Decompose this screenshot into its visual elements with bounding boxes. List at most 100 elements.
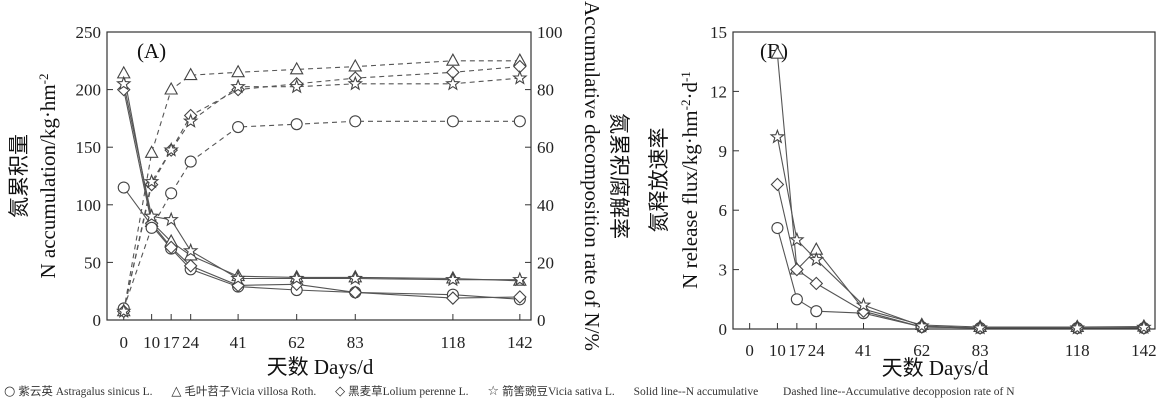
x-tick-label: 142 bbox=[507, 333, 533, 352]
legend-item-diamond: ◇ 黑麦草Lolium perenne L. bbox=[335, 383, 476, 399]
diamond-marker bbox=[809, 276, 824, 291]
panel-a-ticks: 0 50 100 150 200 250 0 20 40 60 80 100 0 10 17 24 41 62 83… bbox=[76, 23, 563, 352]
y-tick-label-right: 40 bbox=[537, 196, 554, 215]
y-tick-label-right: 80 bbox=[537, 81, 554, 100]
y-tick-label-left: 250 bbox=[76, 23, 102, 42]
star-marker bbox=[512, 69, 528, 85]
diamond-marker bbox=[164, 240, 178, 255]
legend-item-circle: ○ 紫云英 Astragalus sinicus L. bbox=[4, 383, 161, 399]
circle-marker bbox=[117, 181, 130, 194]
triangle-marker bbox=[144, 145, 159, 158]
star-marker bbox=[808, 251, 825, 267]
triangle-marker bbox=[348, 58, 363, 72]
legend-item-label: 箭筈豌豆Vicia sativa L. bbox=[502, 386, 615, 398]
figure: (A) 天数 Days/d 氮累积量 N accumulation/kg·hm-… bbox=[7, 1, 1157, 380]
star-marker bbox=[445, 271, 461, 287]
y-tick-label: 9 bbox=[719, 142, 728, 161]
y-tick-label-left: 0 bbox=[93, 311, 102, 330]
circle-marker bbox=[810, 305, 823, 318]
star-marker bbox=[230, 270, 246, 286]
legend-solid-note: Solid line--N accumulative bbox=[633, 386, 759, 398]
circle-marker bbox=[184, 155, 197, 168]
x-tick-label: 142 bbox=[1131, 341, 1157, 360]
x-tick-label: 24 bbox=[182, 333, 200, 352]
star-marker bbox=[116, 303, 132, 318]
release-line-triangle bbox=[776, 53, 1144, 328]
legend-item-label: 黑麦草Lolium perenne L. bbox=[348, 386, 469, 398]
circle-marker bbox=[790, 293, 803, 306]
diamond-marker bbox=[446, 291, 460, 305]
release-line-circle bbox=[776, 227, 1144, 329]
legend-dashed-note: Dashed line--Accumulative decopposion ra… bbox=[783, 386, 1015, 398]
x-tick-label: 17 bbox=[163, 333, 181, 352]
x-tick-label: 118 bbox=[440, 333, 465, 352]
decomposition-line-circle bbox=[123, 120, 520, 309]
diamond-marker bbox=[183, 259, 198, 273]
decomposition-line-diamond bbox=[123, 66, 520, 312]
y-tick-label-left: 200 bbox=[76, 81, 102, 100]
diamond-marker bbox=[513, 290, 527, 304]
star-marker bbox=[512, 271, 528, 287]
y-tick-label-right: 60 bbox=[537, 138, 554, 157]
star-marker bbox=[913, 317, 930, 333]
star-marker bbox=[163, 141, 179, 157]
circle-marker bbox=[232, 120, 245, 134]
triangle-icon: △ bbox=[171, 384, 182, 399]
panel-a: (A) 天数 Days/d 氮累积量 N accumulation/kg·hm-… bbox=[7, 1, 631, 379]
star-marker bbox=[789, 231, 805, 247]
panel-b-ticks: 0 3 6 9 12 15 0 10 17 24 41 62 83 118 142 bbox=[710, 23, 1157, 360]
x-tick-label: 10 bbox=[143, 333, 160, 352]
y-tick-label-right: 20 bbox=[537, 253, 554, 272]
decomposition-line-triangle bbox=[123, 60, 520, 312]
x-tick-label: 0 bbox=[745, 341, 754, 360]
y-tick-label: 6 bbox=[719, 201, 728, 220]
panel-b-xlabel: 天数 Days/d bbox=[882, 356, 989, 380]
panel-a-ylabel-left-en: N accumulation/kg·hm-2 bbox=[36, 73, 61, 278]
panel-a-xlabel: 天数 Days/d bbox=[267, 355, 374, 379]
y-tick-label: 3 bbox=[719, 261, 728, 280]
panel-a-label: (A) bbox=[137, 39, 166, 63]
star-marker bbox=[230, 78, 246, 94]
star-marker bbox=[288, 270, 305, 286]
panel-b-label: (B) bbox=[760, 39, 788, 63]
triangle-marker bbox=[164, 81, 179, 95]
star-marker bbox=[182, 242, 199, 258]
star-marker bbox=[347, 75, 363, 91]
triangle-marker bbox=[183, 67, 198, 81]
star-marker bbox=[163, 211, 179, 227]
y-tick-label-left: 150 bbox=[76, 138, 102, 157]
circle-marker bbox=[290, 118, 303, 131]
star-marker bbox=[182, 113, 199, 128]
release-line-star bbox=[776, 136, 1144, 329]
panel-b: (B) 天数 Days/d 氮释放速率 N release flux/kg·hm… bbox=[647, 23, 1157, 380]
x-tick-label: 83 bbox=[347, 333, 364, 352]
panel-a-ylabel-left-cn: 氮累积量 bbox=[7, 134, 31, 218]
panel-b-ylabel-en: N release flux/kg·hm-2·d-1 bbox=[678, 71, 703, 289]
x-tick-label: 83 bbox=[972, 341, 989, 360]
diamond-marker bbox=[770, 177, 785, 192]
legend-item-label: 毛叶苕子Vicia villosa Roth. bbox=[184, 386, 317, 398]
triangle-marker bbox=[231, 64, 246, 78]
x-tick-label: 62 bbox=[288, 333, 305, 352]
circle-marker bbox=[165, 187, 178, 200]
legend-item-label: 紫云英 Astragalus sinicus L. bbox=[18, 386, 153, 398]
panel-a-ylabel-right-cn: 氮累积腐解率 bbox=[607, 113, 631, 239]
x-tick-label: 24 bbox=[808, 341, 826, 360]
diamond-marker bbox=[790, 262, 804, 277]
star-marker bbox=[288, 78, 305, 94]
y-tick-label-left: 50 bbox=[84, 253, 101, 272]
star-marker bbox=[445, 75, 461, 91]
star-marker bbox=[972, 319, 988, 335]
panel-a-ylabel-right-en: Accumulative decomposition rate of N/% bbox=[580, 1, 604, 351]
y-tick-label: 0 bbox=[719, 320, 728, 339]
y-tick-label: 12 bbox=[710, 82, 727, 101]
triangle-marker bbox=[445, 53, 460, 66]
legend-item-triangle: △ 毛叶苕子Vicia villosa Roth. bbox=[171, 383, 324, 399]
legend-item-star: ☆ 箭筈豌豆Vicia sativa L. bbox=[487, 383, 622, 399]
x-tick-label: 62 bbox=[913, 341, 930, 360]
x-tick-label: 41 bbox=[230, 333, 247, 352]
star-marker bbox=[855, 296, 872, 312]
panel-b-ylabel-cn: 氮释放速率 bbox=[647, 128, 671, 233]
star-marker bbox=[1136, 319, 1152, 335]
x-tick-label: 118 bbox=[1065, 341, 1090, 360]
